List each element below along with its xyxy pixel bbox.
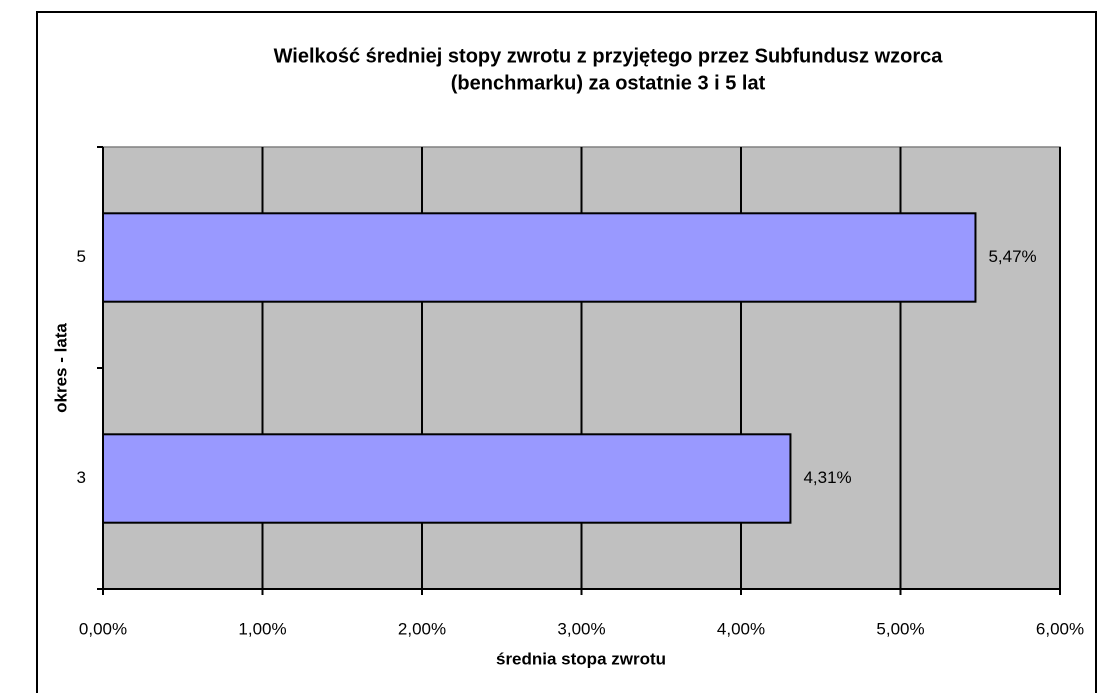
x-tick-label: 1,00%	[238, 619, 286, 638]
x-tick-label: 6,00%	[1036, 619, 1084, 638]
x-tick-label: 0,00%	[79, 619, 127, 638]
x-axis-title: średnia stopa zwrotu	[496, 649, 666, 668]
x-tick-label: 4,00%	[717, 619, 765, 638]
x-tick-label: 2,00%	[398, 619, 446, 638]
x-tick-label: 5,00%	[876, 619, 924, 638]
bar	[102, 433, 792, 524]
value-label: 5,47%	[988, 247, 1036, 266]
bar	[102, 212, 977, 303]
x-tick-label: 3,00%	[557, 619, 605, 638]
y-tick-label: 5	[77, 247, 86, 266]
y-axis-title: okres - lata	[51, 323, 70, 413]
y-tick-label: 3	[77, 468, 86, 487]
chart-title: Wielkość średniej stopy zwrotu z przyjęt…	[274, 45, 944, 67]
chart-title: (benchmarku) za ostatnie 3 i 5 lat	[451, 72, 766, 94]
value-label: 4,31%	[803, 468, 851, 487]
